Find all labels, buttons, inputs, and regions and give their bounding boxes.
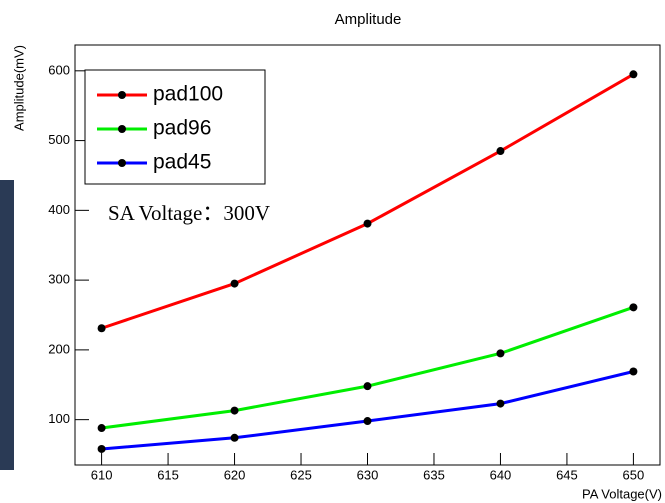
y-tick-label: 400 <box>48 202 70 217</box>
data-point <box>629 70 638 79</box>
background-photo-strip <box>0 180 14 470</box>
data-point <box>97 424 106 433</box>
x-axis-label: PA Voltage(V) <box>582 486 662 501</box>
y-tick-label: 100 <box>48 411 70 426</box>
data-point <box>230 406 239 415</box>
y-axis-label: Amplitude(mV) <box>11 45 26 131</box>
x-tick-label: 640 <box>490 467 512 482</box>
x-tick-label: 610 <box>91 467 113 482</box>
x-tick-label: 620 <box>224 467 246 482</box>
data-point <box>230 433 239 442</box>
x-tick-label: 625 <box>290 467 312 482</box>
x-tick-label: 650 <box>623 467 645 482</box>
data-point <box>629 303 638 312</box>
data-point <box>363 219 372 228</box>
x-tick-label: 635 <box>423 467 445 482</box>
data-point <box>496 349 505 358</box>
data-point <box>363 382 372 391</box>
data-point <box>496 399 505 408</box>
data-point <box>496 147 505 156</box>
legend-marker <box>118 125 126 133</box>
data-point <box>97 444 106 453</box>
y-tick-label: 600 <box>48 62 70 77</box>
legend-marker <box>118 91 126 99</box>
chart-title: Amplitude <box>335 11 402 28</box>
x-tick-label: 645 <box>556 467 578 482</box>
data-point <box>97 324 106 333</box>
x-tick-label: 630 <box>357 467 379 482</box>
legend-label: pad45 <box>153 151 211 174</box>
y-tick-label: 200 <box>48 341 70 356</box>
series-line <box>101 305 634 430</box>
legend-label: pad96 <box>153 117 211 140</box>
data-point <box>629 367 638 376</box>
legend-box <box>84 69 266 185</box>
legend-marker <box>118 159 126 167</box>
y-tick-label: 500 <box>48 132 70 147</box>
data-point <box>230 279 239 288</box>
data-point <box>363 417 372 426</box>
x-tick-label: 615 <box>157 467 179 482</box>
legend-label: pad100 <box>153 83 223 106</box>
annotation: SA Voltage：300V <box>108 201 270 225</box>
y-tick-label: 300 <box>48 272 70 287</box>
